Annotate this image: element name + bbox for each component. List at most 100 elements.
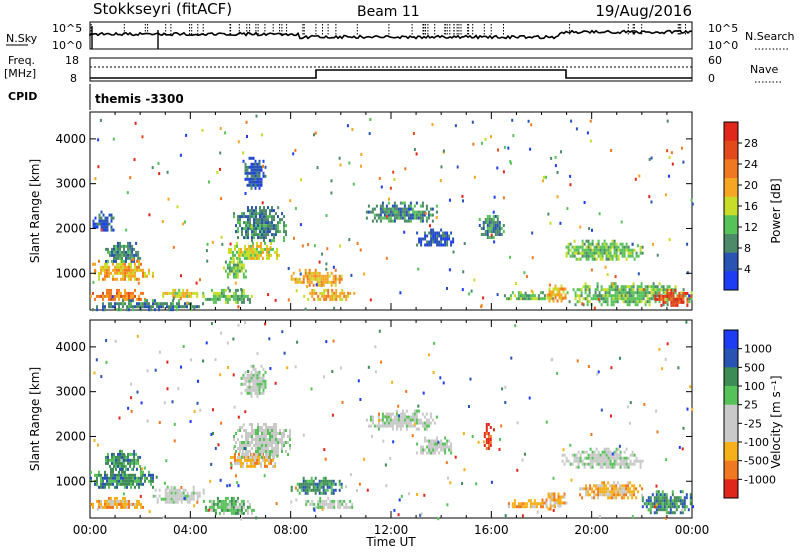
data-cell	[310, 277, 313, 281]
data-point	[101, 228, 103, 232]
data-cell	[409, 415, 412, 419]
data-cell	[194, 491, 197, 495]
data-point	[385, 256, 388, 260]
data-cell	[265, 453, 267, 456]
data-cell	[419, 219, 422, 223]
data-point	[590, 268, 593, 272]
data-cell	[123, 259, 125, 263]
data-cell	[331, 297, 334, 301]
data-cell	[245, 450, 247, 453]
data-cell	[521, 294, 524, 298]
data-cell	[134, 476, 136, 480]
data-cell	[324, 488, 327, 492]
data-cell	[423, 415, 426, 419]
data-cell	[677, 499, 680, 503]
data-cell	[254, 250, 256, 254]
data-point	[296, 340, 299, 344]
data-cell	[627, 248, 630, 252]
data-cell	[655, 499, 658, 503]
data-cell	[261, 236, 263, 240]
data-cell	[251, 233, 253, 237]
data-cell	[618, 297, 621, 301]
data-point	[456, 165, 459, 169]
data-point	[596, 372, 599, 376]
data-cell	[431, 213, 434, 217]
data-cell	[312, 479, 315, 483]
data-cell	[562, 287, 565, 291]
data-point	[610, 414, 612, 418]
data-cell	[591, 487, 594, 491]
data-cell	[124, 274, 126, 278]
data-cell	[110, 216, 113, 220]
data-point	[93, 438, 96, 442]
data-cell	[176, 302, 178, 306]
data-cell	[258, 256, 260, 260]
data-cell	[622, 285, 625, 289]
data-cell	[401, 412, 404, 416]
data-cell	[254, 382, 257, 386]
data-point	[212, 431, 214, 435]
data-cell	[127, 253, 129, 257]
data-point	[556, 171, 559, 174]
data-point	[325, 262, 328, 266]
data-cell	[426, 234, 429, 238]
data-cell	[632, 288, 635, 292]
data-cell	[527, 499, 530, 503]
data-cell	[581, 245, 584, 249]
data-cell	[681, 511, 684, 515]
data-cell	[233, 438, 235, 441]
data-cell	[657, 490, 660, 494]
data-cell	[255, 438, 257, 441]
data-cell	[421, 201, 424, 205]
data-cell	[415, 201, 418, 205]
data-cell	[188, 500, 191, 504]
data-cell	[148, 271, 150, 275]
data-cell	[257, 447, 259, 450]
data-point	[449, 198, 451, 202]
data-cell	[584, 291, 587, 295]
data-cell	[122, 496, 124, 500]
data-cell	[216, 502, 219, 506]
data-point	[637, 272, 640, 276]
data-cell	[379, 424, 382, 428]
data-point	[384, 463, 387, 467]
data-cell	[312, 485, 315, 489]
data-cell	[224, 300, 227, 304]
data-cell	[401, 213, 404, 217]
data-cell	[450, 448, 453, 452]
data-cell	[492, 224, 495, 227]
data-cell	[332, 488, 335, 492]
data-cell	[202, 491, 205, 495]
data-cell	[144, 302, 146, 306]
data-cell	[276, 256, 278, 260]
data-cell	[621, 456, 624, 460]
data-cell	[656, 297, 659, 301]
data-cell	[658, 282, 661, 286]
data-cell	[589, 493, 592, 497]
data-cell	[578, 300, 581, 304]
data-cell	[259, 230, 261, 234]
data-cell	[248, 180, 251, 184]
data-cell	[584, 297, 587, 301]
data-cell	[485, 423, 488, 426]
data-cell	[234, 272, 237, 276]
data-cell	[127, 241, 129, 245]
data-point	[339, 244, 342, 248]
data-cell	[133, 247, 136, 251]
data-cell	[245, 221, 247, 225]
data-cell	[618, 294, 621, 298]
data-cell	[260, 461, 262, 465]
data-cell	[325, 288, 328, 292]
data-cell	[533, 505, 536, 509]
data-cell	[377, 424, 380, 428]
data-cell	[232, 266, 235, 270]
data-point	[120, 459, 123, 462]
data-cell	[251, 239, 253, 243]
data-cell	[275, 450, 277, 453]
data-cell	[330, 271, 333, 275]
data-cell	[238, 266, 241, 270]
data-cell	[661, 499, 664, 503]
data-point	[462, 199, 464, 203]
data-cell	[133, 452, 136, 456]
data-cell	[371, 415, 374, 419]
